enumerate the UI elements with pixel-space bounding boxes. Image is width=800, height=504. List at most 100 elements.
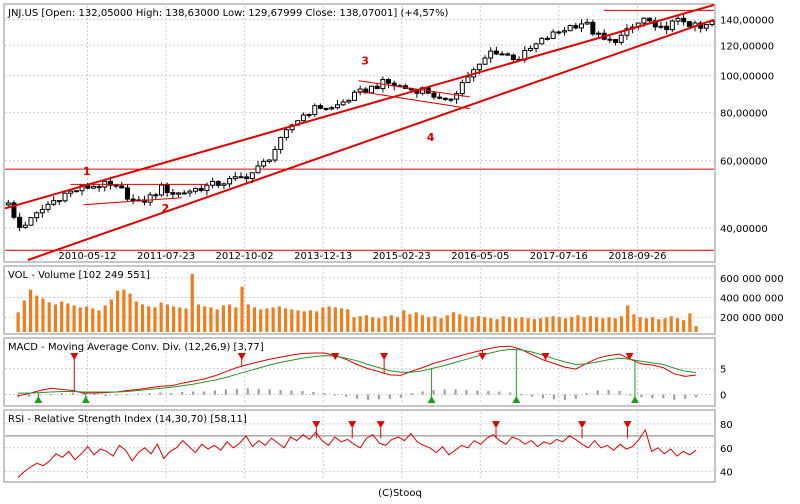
volume-bar	[694, 326, 698, 332]
macd-histogram-bar	[366, 394, 370, 400]
macd-histogram-bar	[520, 394, 523, 396]
volume-bar	[140, 304, 145, 332]
candle-body	[17, 216, 23, 228]
volume-bar	[91, 308, 95, 332]
candle-body	[244, 176, 250, 179]
candle-body	[510, 54, 516, 60]
candle-body	[567, 25, 573, 32]
macd-histogram-bar	[410, 393, 413, 395]
price-x-tick-label: 2018-09-26	[608, 251, 666, 262]
copyright-footer: (C)Stooq	[378, 488, 422, 499]
volume-bar	[675, 318, 680, 332]
macd-histogram-bar	[421, 391, 424, 395]
volume-bar	[72, 305, 76, 332]
candle-body	[539, 37, 545, 45]
macd-histogram-bar	[487, 390, 490, 395]
volume-panel	[16, 273, 698, 332]
candle-body	[56, 200, 62, 203]
macd-histogram-bar	[334, 394, 337, 396]
volume-y-tick-label: 600 000 000	[720, 274, 784, 285]
macd-panel	[17, 345, 698, 403]
volume-bar	[638, 317, 642, 332]
macd-histogram-bar	[662, 394, 665, 399]
candle-body	[113, 184, 119, 187]
volume-bar	[613, 318, 617, 332]
candle-body	[266, 159, 272, 163]
candle-body	[124, 187, 130, 200]
candle-body	[323, 107, 329, 110]
signal-line	[18, 348, 697, 394]
candle-body	[476, 63, 482, 71]
candle-body	[11, 202, 17, 218]
candle-body	[527, 47, 533, 51]
macd-histogram-bar	[268, 389, 271, 395]
volume-bar	[501, 316, 505, 332]
volume-bar	[22, 300, 26, 332]
price-y-tick-label: 80,00000	[720, 109, 768, 120]
macd-histogram-bar	[224, 389, 227, 395]
annotation-label: 3	[361, 54, 369, 67]
volume-bar	[234, 307, 238, 332]
candle-body	[90, 186, 96, 189]
macd-histogram-bar	[432, 389, 435, 395]
macd-histogram-bar	[640, 394, 643, 398]
price-y-tick-label: 140,00000	[720, 16, 774, 27]
candle-body	[550, 31, 556, 39]
macd-histogram-bar	[596, 390, 599, 395]
candle-body	[187, 190, 193, 194]
volume-bar	[433, 316, 437, 332]
volume-bar	[420, 315, 425, 332]
volume-bar	[650, 317, 655, 332]
macd-histogram-bar	[388, 394, 392, 399]
candle-body	[607, 38, 613, 41]
candle-body	[317, 105, 323, 109]
volume-bar	[246, 304, 250, 332]
volume-bar	[451, 312, 456, 332]
candle-body	[346, 99, 352, 103]
candle-body	[130, 198, 136, 202]
volume-bar	[153, 307, 157, 332]
candle-body	[482, 57, 488, 65]
annotation-label: 1	[83, 165, 91, 178]
candle-body	[454, 93, 460, 100]
candle-body	[647, 17, 653, 22]
macd-histogram-bar	[443, 389, 446, 395]
candle-body	[170, 192, 176, 195]
volume-bar	[227, 304, 232, 332]
candle-body	[465, 76, 471, 84]
trend-line	[4, 3, 715, 210]
candle-body	[641, 17, 647, 24]
candle-body	[590, 21, 596, 35]
macd-histogram-bar	[454, 389, 457, 395]
volume-bar	[16, 312, 20, 332]
price-panel-frame	[3, 3, 716, 263]
candle-body	[215, 180, 221, 186]
macd-sell-marker	[331, 353, 340, 360]
candle-body	[505, 53, 511, 56]
volume-bar	[41, 298, 45, 332]
candle-body	[664, 25, 670, 31]
candle-body	[573, 25, 579, 29]
volume-bar	[364, 315, 369, 332]
volume-bar	[196, 304, 201, 332]
macd-histogram-bar	[71, 392, 74, 395]
rsi-header: RSI - Relative Strength Index (14,30,70)…	[8, 414, 247, 425]
candle-body	[153, 194, 159, 197]
macd-buy-marker	[81, 396, 90, 403]
volume-bar	[116, 290, 120, 332]
volume-bar	[588, 316, 592, 332]
volume-bar	[489, 318, 493, 332]
volume-bar	[563, 318, 568, 332]
macd-histogram-bar	[148, 393, 151, 395]
macd-header: MACD - Moving Average Conv. Div. (12,26,…	[8, 342, 264, 353]
macd-histogram-bar	[257, 388, 260, 395]
rsi-sell-marker	[623, 421, 632, 429]
volume-bar	[657, 319, 661, 332]
volume-bar	[445, 315, 449, 332]
candle-body	[198, 188, 204, 192]
macd-line	[17, 345, 697, 397]
volume-bar	[414, 312, 418, 332]
volume-bar	[470, 317, 474, 332]
candle-body	[334, 104, 340, 109]
